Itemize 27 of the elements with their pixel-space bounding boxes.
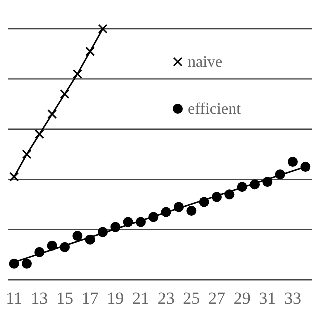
x-tick-label: 25 — [183, 289, 200, 308]
point — [186, 206, 197, 216]
point — [48, 110, 58, 120]
x-tick-label: 19 — [107, 289, 124, 308]
point — [10, 172, 20, 182]
point — [98, 24, 108, 34]
point — [86, 46, 96, 56]
x-tick-label: 29 — [234, 289, 251, 308]
x-tick-label: 21 — [132, 289, 150, 308]
point — [34, 130, 44, 140]
x-tick-label: 33 — [284, 289, 302, 308]
x-tick-label: 15 — [56, 289, 74, 308]
legend-label: naive — [188, 54, 223, 71]
point — [9, 258, 20, 269]
x-tick-label: 13 — [31, 289, 48, 308]
point — [72, 69, 82, 79]
point — [72, 231, 83, 242]
point — [22, 150, 32, 160]
x-tick-label: 11 — [6, 289, 23, 308]
point — [288, 157, 298, 168]
legend-label: efficient — [188, 101, 242, 118]
point — [22, 258, 32, 269]
x-tick-label: 23 — [158, 289, 175, 308]
x-tick-label: 27 — [208, 289, 226, 308]
point — [60, 90, 70, 100]
x-tick-label: 17 — [82, 289, 100, 308]
x-tick-label: 31 — [259, 289, 276, 308]
